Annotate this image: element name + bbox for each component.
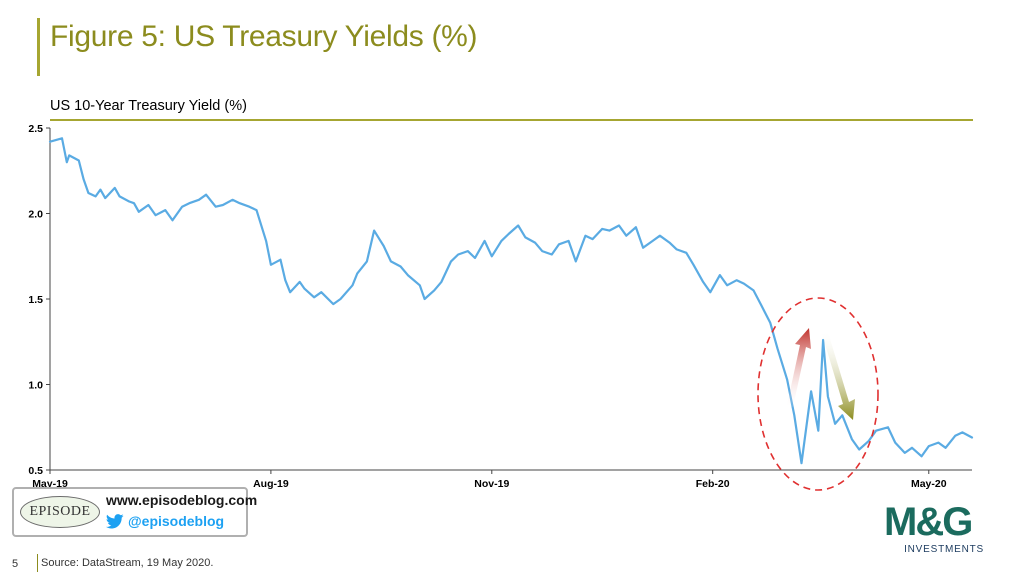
y-tick-label: 2.0 (28, 209, 43, 221)
mg-logo-mark: M&G (884, 500, 973, 544)
down-arrow-icon (822, 332, 855, 420)
source-accent-bar (37, 554, 38, 572)
chart-title-rule (50, 119, 973, 121)
series-line (48, 137, 974, 465)
blog-handle-row[interactable]: @episodeblog (106, 512, 224, 530)
annotation-layer (757, 297, 879, 491)
up-arrow-icon (787, 328, 811, 407)
x-tick-label: May-20 (911, 478, 947, 490)
series-layer (48, 137, 974, 465)
highlight-ellipse (757, 297, 879, 491)
source-note: Source: DataStream, 19 May 2020. (41, 557, 214, 569)
x-tick-label: Feb-20 (696, 478, 730, 490)
x-tick-label: Aug-19 (253, 478, 289, 490)
episode-logo: EPISODE (20, 496, 100, 528)
blog-handle: @episodeblog (128, 513, 225, 529)
mg-logo-subtext: INVESTMENTS (904, 544, 984, 555)
chart-title: US 10-Year Treasury Yield (%) (50, 98, 247, 114)
page-number: 5 (12, 558, 19, 570)
twitter-bird-icon (106, 513, 124, 528)
y-axis: 0.5 1.0 1.5 2.0 2.5 (28, 123, 51, 477)
y-tick-label: 1.5 (28, 294, 43, 306)
title-accent-bar (37, 18, 40, 76)
x-tick-label: Nov-19 (474, 478, 509, 490)
page-title: Figure 5: US Treasury Yields (%) (50, 20, 478, 53)
episode-blog-badge: EPISODE www.episodeblog.com @episodeblog (12, 487, 257, 537)
blog-url-link[interactable]: www.episodeblog.com (106, 492, 258, 508)
mg-investments-logo: M&G INVESTMENTS (884, 502, 990, 558)
y-tick-label: 0.5 (28, 465, 43, 477)
episode-logo-text: EPISODE (29, 504, 91, 519)
y-tick-label: 2.5 (28, 123, 43, 135)
y-tick-label: 1.0 (28, 380, 43, 392)
